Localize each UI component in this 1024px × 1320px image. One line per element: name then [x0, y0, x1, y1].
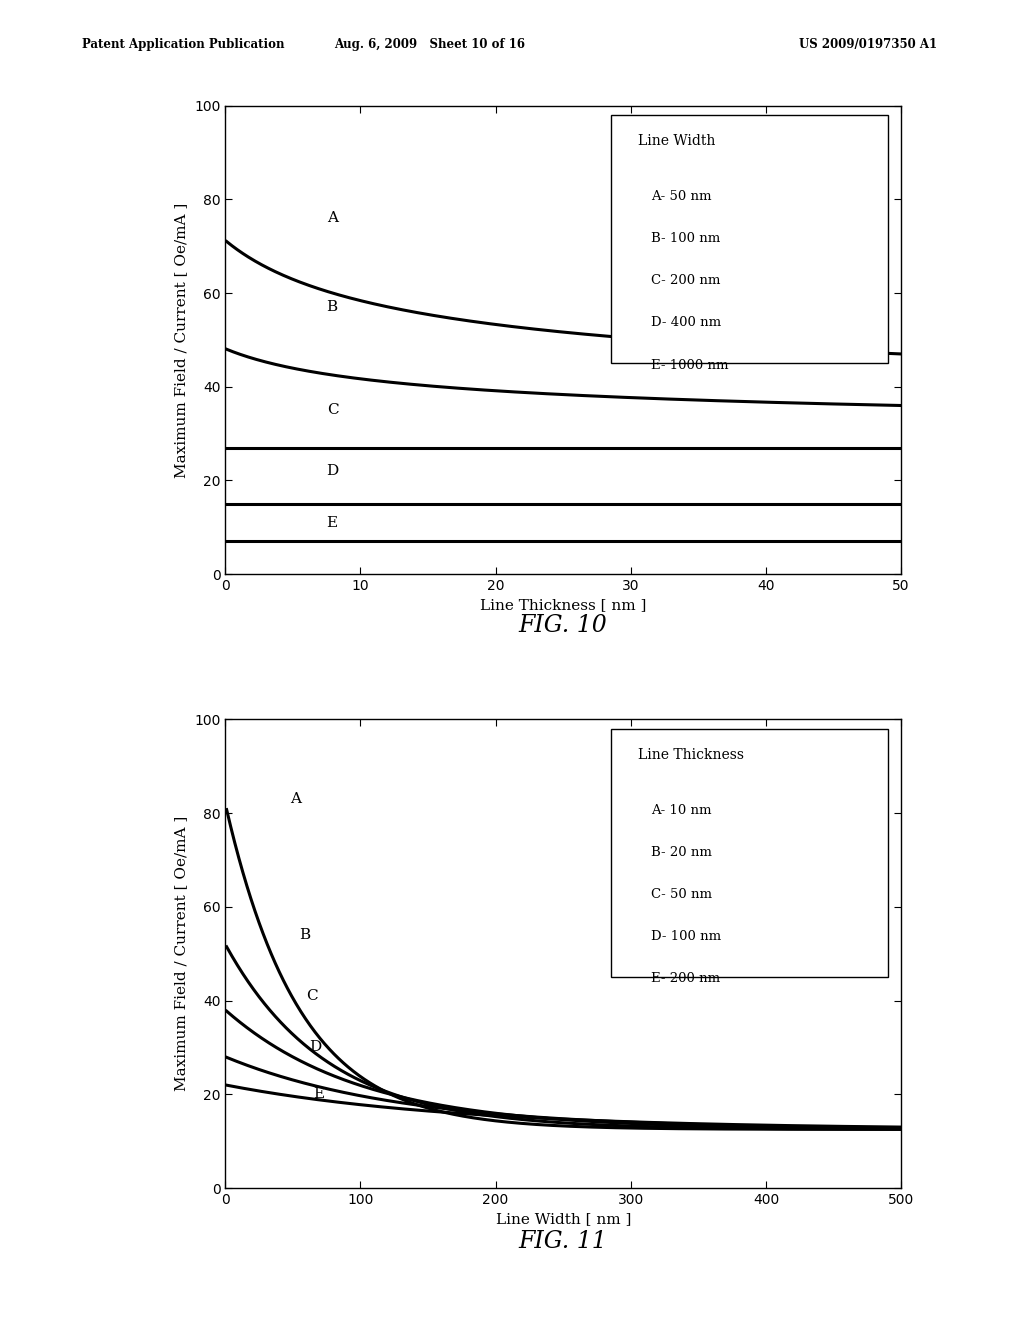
Text: Patent Application Publication: Patent Application Publication: [82, 38, 285, 51]
Text: E- 200 nm: E- 200 nm: [651, 973, 720, 986]
Text: A- 50 nm: A- 50 nm: [651, 190, 712, 203]
Text: C- 200 nm: C- 200 nm: [651, 275, 721, 288]
Bar: [610, 729, 888, 977]
Text: FIG. 11: FIG. 11: [519, 1230, 607, 1253]
Text: B: B: [327, 300, 338, 314]
X-axis label: Line Width [ nm ]: Line Width [ nm ]: [496, 1212, 631, 1226]
Text: D: D: [327, 465, 339, 478]
Text: D- 100 nm: D- 100 nm: [651, 931, 721, 944]
Text: C- 50 nm: C- 50 nm: [651, 888, 712, 902]
Text: D- 400 nm: D- 400 nm: [651, 317, 721, 330]
Text: A- 10 nm: A- 10 nm: [651, 804, 712, 817]
Text: US 2009/0197350 A1: US 2009/0197350 A1: [799, 38, 937, 51]
Text: E: E: [313, 1088, 325, 1101]
Text: A: A: [290, 792, 301, 807]
Text: B- 20 nm: B- 20 nm: [651, 846, 712, 859]
Text: E: E: [327, 516, 338, 529]
Y-axis label: Maximum Field / Current [ Oe/mA ]: Maximum Field / Current [ Oe/mA ]: [174, 202, 188, 478]
Text: FIG. 10: FIG. 10: [519, 614, 607, 636]
Text: C: C: [327, 403, 338, 417]
Text: E- 1000 nm: E- 1000 nm: [651, 359, 728, 372]
X-axis label: Line Thickness [ nm ]: Line Thickness [ nm ]: [480, 598, 646, 612]
Text: Line Width: Line Width: [638, 133, 715, 148]
Text: C: C: [306, 989, 318, 1003]
Text: A: A: [327, 211, 338, 226]
Text: Line Thickness: Line Thickness: [638, 747, 743, 762]
Text: D: D: [309, 1040, 322, 1055]
Text: B: B: [300, 928, 310, 942]
Text: B- 100 nm: B- 100 nm: [651, 232, 720, 246]
Text: Aug. 6, 2009   Sheet 10 of 16: Aug. 6, 2009 Sheet 10 of 16: [335, 38, 525, 51]
Bar: [610, 115, 888, 363]
Y-axis label: Maximum Field / Current [ Oe/mA ]: Maximum Field / Current [ Oe/mA ]: [174, 816, 188, 1092]
